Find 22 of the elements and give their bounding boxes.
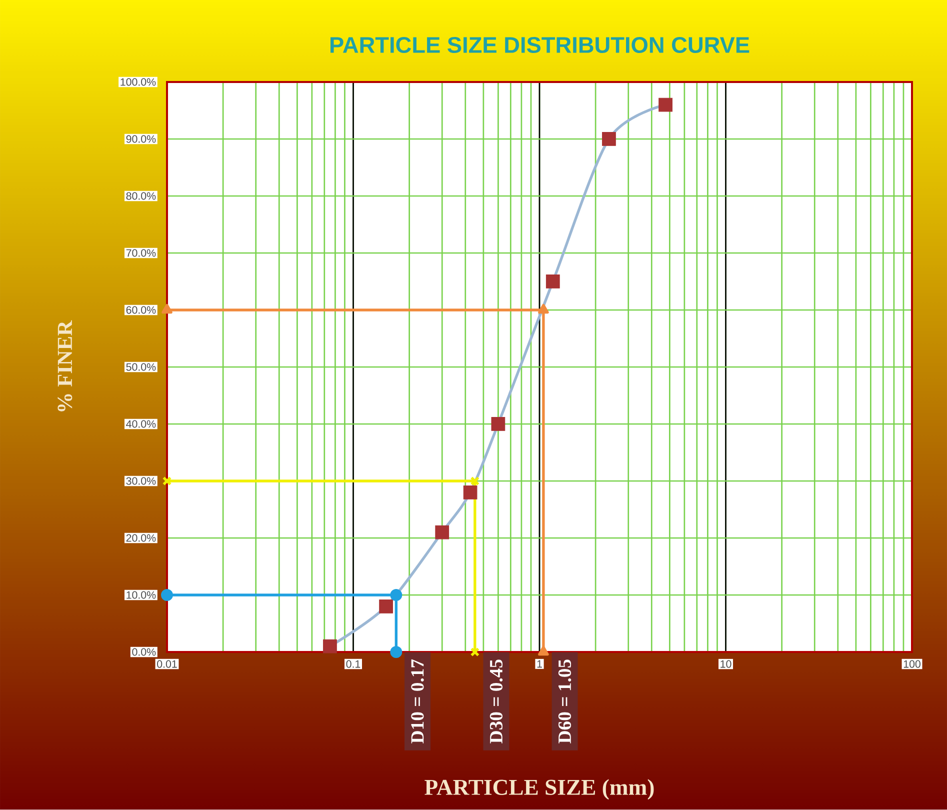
y-tick-label: 20.0% (126, 534, 156, 542)
annotation: D30 = 0.45 (490, 660, 503, 744)
y-tick-label: 100.0% (120, 78, 156, 86)
x-tick-label: 1 (537, 660, 542, 668)
y-tick-label: 50.0% (126, 363, 156, 371)
annotation: D60 = 1.05 (558, 660, 572, 744)
x-tick-label: 10 (720, 660, 732, 668)
y-tick-label: 60.0% (126, 306, 156, 314)
chart-title: PARTICLE SIZE DISTRIBUTION CURVE (330, 36, 750, 54)
y-tick-label: 10.0% (126, 591, 156, 599)
y-tick-label: 30.0% (126, 477, 156, 485)
y-tick-label: 40.0% (126, 420, 156, 428)
x-tick-label: 0.01 (157, 660, 177, 668)
x-tick-label: 0.1 (346, 660, 360, 668)
annotation: D10 = 0.17 (411, 659, 424, 744)
y-tick-label: 90.0% (126, 135, 156, 143)
x-tick-label: 100 (904, 660, 920, 668)
y-tick-label: 70.0% (126, 249, 156, 257)
y-tick-label: 0.0% (132, 648, 156, 656)
y-tick-label: 80.0% (126, 192, 156, 200)
y-axis-title: % FINER (58, 320, 72, 412)
x-axis-title: PARTICLE SIZE (mm) (424, 779, 654, 800)
